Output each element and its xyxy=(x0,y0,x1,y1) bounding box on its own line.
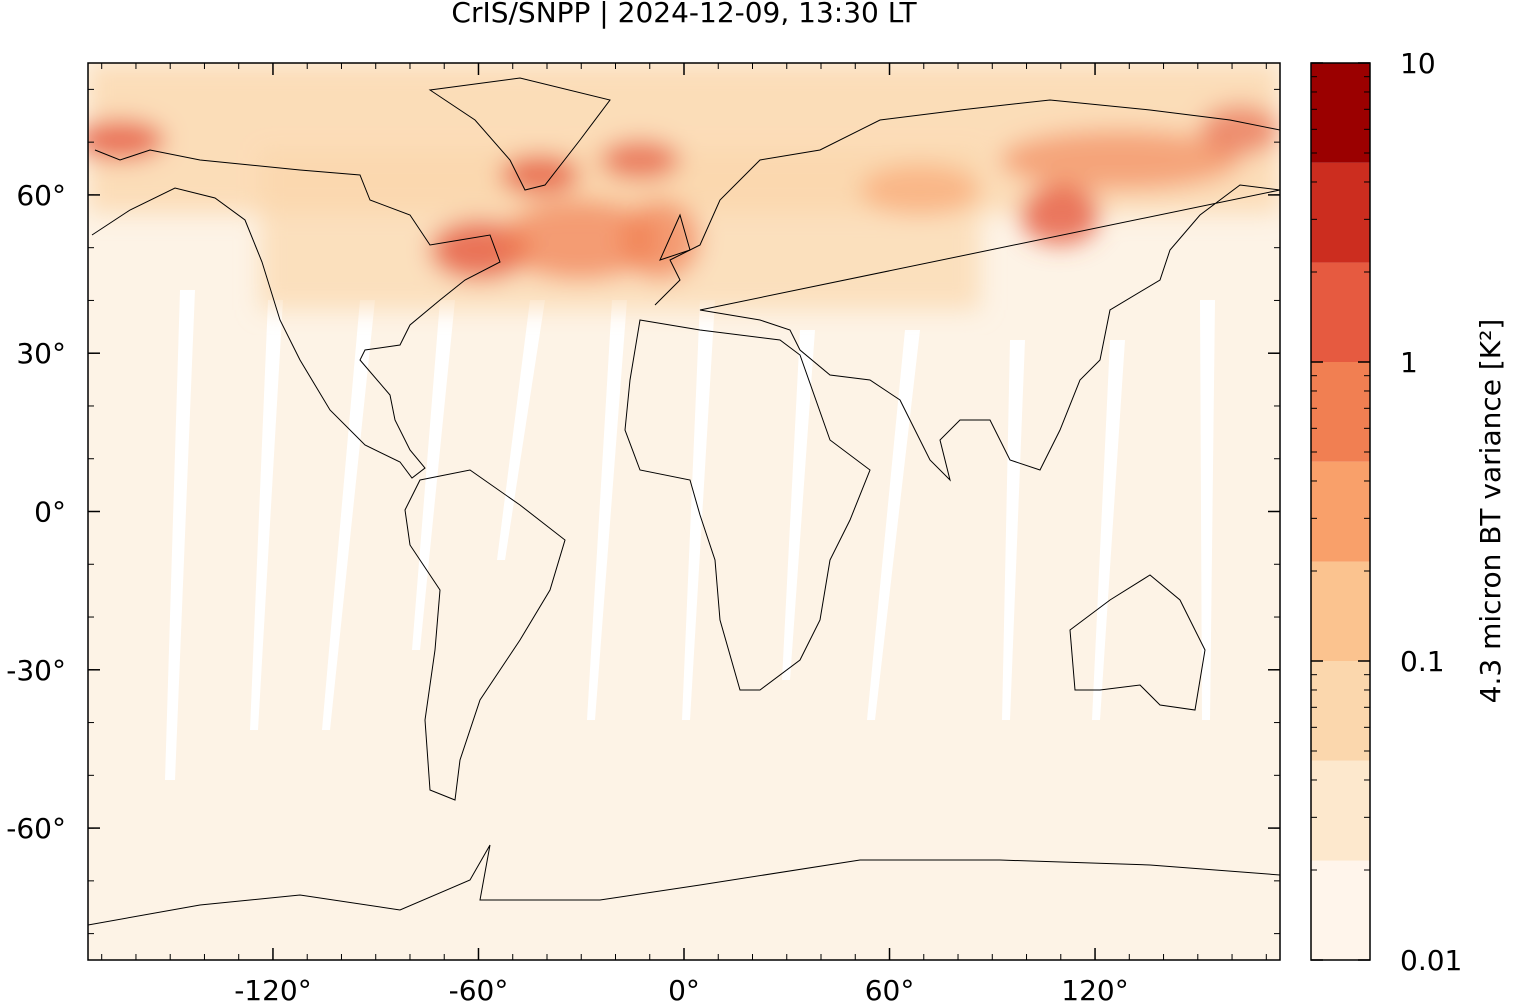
y-tick-label: 30° xyxy=(16,337,66,370)
x-tick-label: 60° xyxy=(865,974,915,1002)
colorbar-segment xyxy=(1311,461,1370,562)
y-tick-label: -60° xyxy=(6,812,66,845)
y-tick-label: 0° xyxy=(34,496,66,529)
y-tick-label: 60° xyxy=(16,179,66,212)
x-tick-label: -120° xyxy=(234,974,312,1002)
y-tick-label: -30° xyxy=(6,654,66,687)
colorbar-tick-label: 1 xyxy=(1400,346,1418,379)
colorbar-segment xyxy=(1311,661,1370,761)
map-field xyxy=(88,63,1280,960)
colorbar-frame xyxy=(1310,62,1371,961)
x-tick-label: -60° xyxy=(449,974,509,1002)
colorbar-tick-label: 0.01 xyxy=(1400,944,1462,977)
colorbar-segment xyxy=(1311,262,1370,362)
colorbar-tick-label: 10 xyxy=(1400,47,1436,80)
colorbar-segment xyxy=(1311,162,1370,263)
colorbar-segment xyxy=(1311,860,1370,960)
colorbar-segment xyxy=(1311,760,1370,861)
colorbar-label: 4.3 micron BT variance [K²] xyxy=(1474,319,1507,704)
colorbar-tick-label: 0.1 xyxy=(1400,645,1445,678)
colorbar-segment xyxy=(1311,561,1370,661)
coastlines xyxy=(88,77,1280,926)
x-tick-label: 120° xyxy=(1061,974,1128,1002)
chart-title: CrIS/SNPP | 2024-12-09, 13:30 LT xyxy=(451,0,917,29)
x-tick-label: 0° xyxy=(668,974,700,1002)
colorbar-segment xyxy=(1311,362,1370,462)
colorbar-segment xyxy=(1311,63,1370,163)
